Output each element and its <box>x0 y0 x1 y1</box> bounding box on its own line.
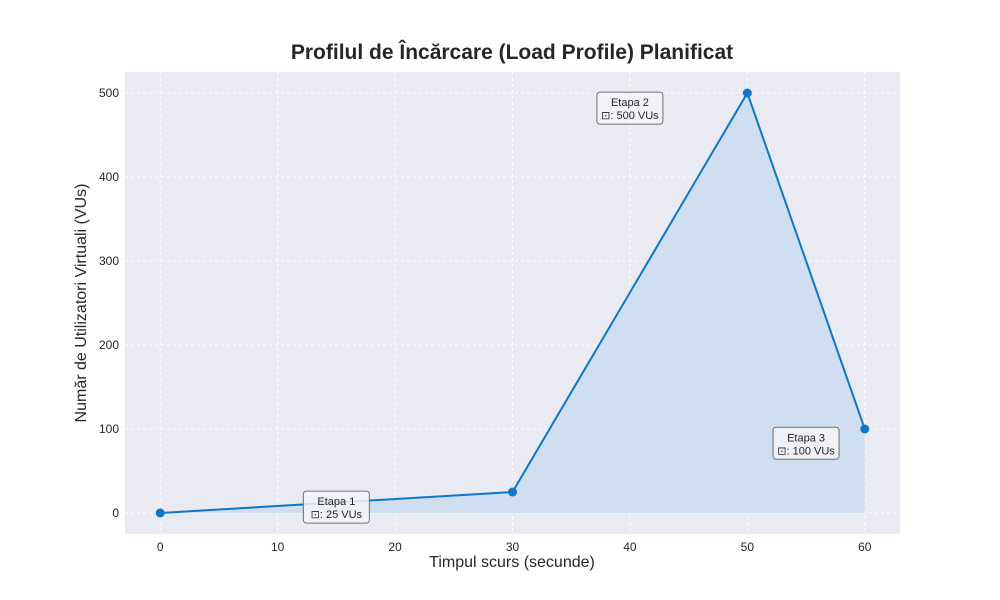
y-tick-label: 400 <box>99 170 119 184</box>
y-tick-label: 0 <box>112 506 119 520</box>
data-point <box>860 424 870 434</box>
data-point <box>155 508 165 518</box>
annotation-value: ⊡: 25 VUs <box>311 509 363 521</box>
chart-title: Profilul de Încărcare (Load Profile) Pla… <box>290 41 734 64</box>
y-tick-label: 500 <box>99 86 119 100</box>
x-tick-label: 0 <box>157 540 164 554</box>
x-tick-label: 30 <box>506 540 520 554</box>
x-axis-label: Timpul scurs (secunde) <box>429 554 595 571</box>
data-point <box>742 88 752 98</box>
annotation-box <box>772 426 840 460</box>
x-tick-label: 50 <box>741 540 755 554</box>
data-point <box>508 487 517 497</box>
annotation-title: Etapa 3 <box>787 432 825 444</box>
area-fill <box>160 93 865 513</box>
annotation-value: ⊡: 500 VUs <box>601 110 659 122</box>
y-tick-label: 300 <box>99 254 119 268</box>
annotation-value: ⊡: 100 VUs <box>777 445 835 457</box>
x-tick-label: 60 <box>858 540 872 554</box>
annotation-box <box>302 490 370 524</box>
annotation-title: Etapa 1 <box>317 496 355 508</box>
x-tick-label: 40 <box>623 540 637 554</box>
annotation-title: Etapa 2 <box>611 97 649 109</box>
y-tick-label: 200 <box>99 338 119 352</box>
x-tick-label: 10 <box>271 540 285 554</box>
x-tick-label: 20 <box>388 540 402 554</box>
y-tick-label: 100 <box>99 422 119 436</box>
y-axis-label: Număr de Utilizatori Virtuali (VUs) <box>73 183 90 423</box>
annotation-box <box>596 91 664 125</box>
